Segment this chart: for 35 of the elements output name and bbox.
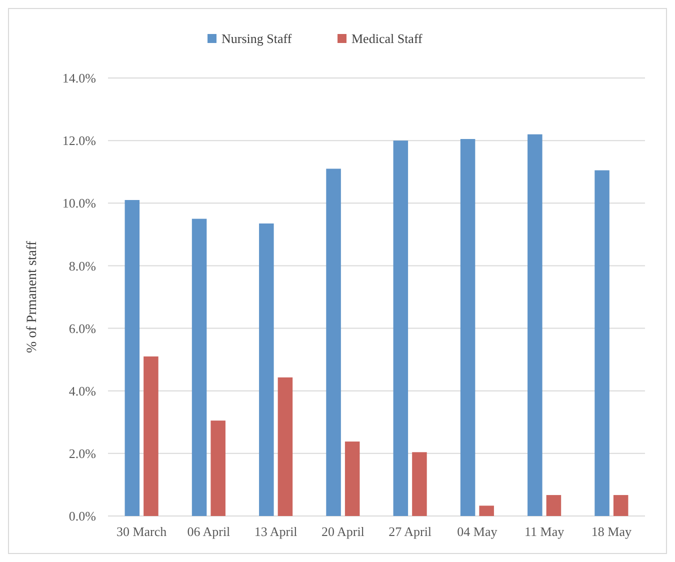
x-tick-label: 06 April	[187, 524, 231, 539]
bar	[528, 134, 542, 516]
y-axis-title: % of Prmanent staff	[25, 240, 40, 354]
x-tick-label: 30 March	[116, 524, 168, 539]
y-tick-label: 12.0%	[62, 133, 96, 148]
x-tick-label: 13 April	[254, 524, 298, 539]
bar	[210, 420, 226, 516]
x-tick-label: 20 April	[321, 524, 365, 539]
legend-label: Nursing Staff	[222, 31, 292, 46]
x-tick-label: 27 April	[388, 524, 432, 539]
bar	[479, 506, 494, 516]
bar	[144, 356, 158, 516]
y-tick-label: 4.0%	[68, 383, 96, 398]
bar	[192, 218, 207, 516]
y-tick-label: 2.0%	[68, 446, 96, 461]
x-tick-label: 18 May	[591, 524, 632, 539]
bar	[278, 377, 293, 516]
bar	[546, 495, 562, 516]
x-tick-label: 11 May	[524, 524, 565, 539]
bar	[594, 170, 610, 516]
x-tick-label: 04 May	[457, 524, 498, 539]
bar	[393, 140, 408, 516]
y-tick-label: 14.0%	[62, 70, 96, 86]
y-tick-label: 8.0%	[68, 258, 96, 274]
bar	[412, 452, 427, 516]
bar	[259, 223, 274, 516]
bar	[460, 139, 476, 516]
y-tick-label: 0.0%	[68, 508, 96, 524]
bar	[326, 168, 341, 516]
legend-label: Medical Staff	[352, 31, 424, 46]
bar	[344, 442, 360, 516]
y-tick-label: 6.0%	[68, 320, 96, 336]
bar	[613, 495, 628, 516]
y-tick-label: 10.0%	[62, 196, 96, 211]
bar	[124, 200, 140, 516]
